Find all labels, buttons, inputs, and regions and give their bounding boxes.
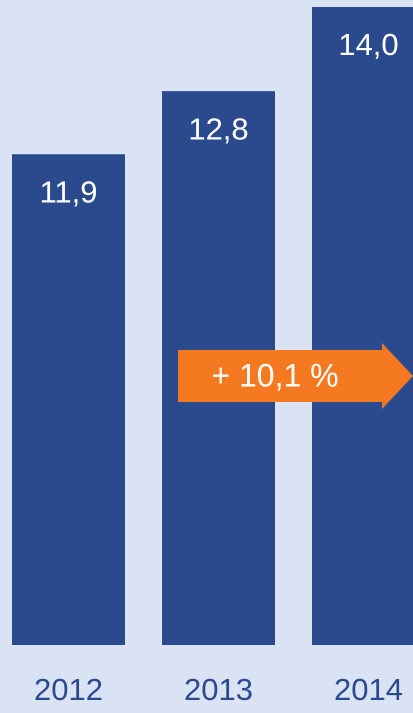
value-label: 11,9: [39, 174, 97, 209]
x-tick-label: 2013: [184, 672, 253, 707]
x-tick-label: 2012: [34, 672, 103, 707]
value-label: 14,0: [338, 27, 398, 62]
bar: [312, 7, 413, 646]
annotation: + 10,1 %: [211, 357, 338, 393]
value-label: 12,8: [188, 111, 248, 146]
growth-arrow: [178, 343, 413, 409]
x-tick-label: 2014: [334, 672, 403, 707]
bar: [12, 154, 125, 645]
